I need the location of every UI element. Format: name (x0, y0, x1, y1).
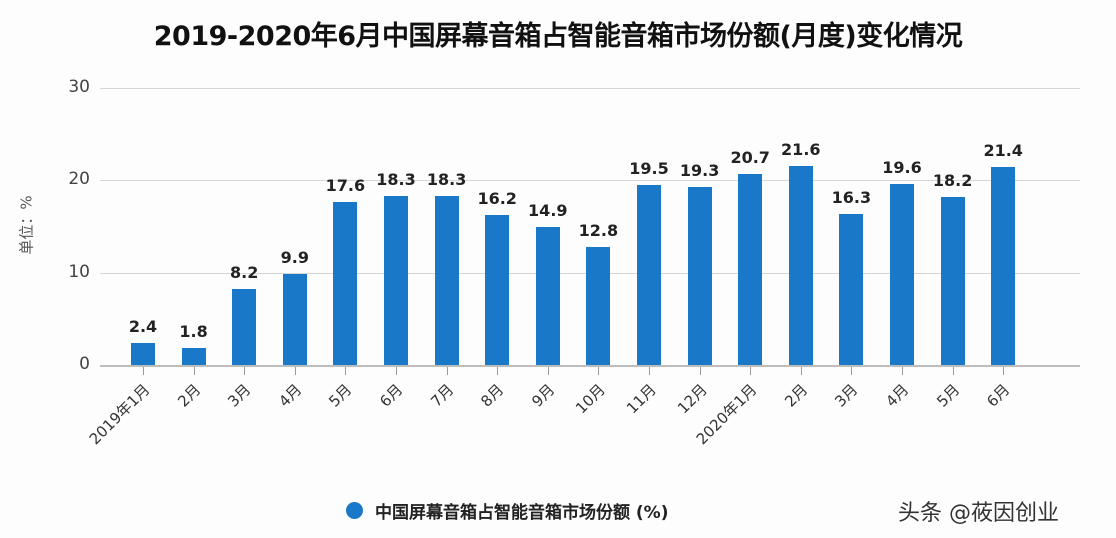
legend: 中国屏幕音箱占智能音箱市场份额 (%) (346, 498, 669, 523)
bar (991, 167, 1016, 365)
bar (485, 215, 510, 365)
x-tick (699, 367, 701, 375)
data-label: 2.4 (128, 316, 158, 336)
y-tick-label: 30 (68, 77, 90, 97)
x-tick-label: 2月 (173, 380, 204, 411)
x-tick-label: 6月 (983, 380, 1014, 411)
x-tick-label: 5月 (932, 380, 963, 411)
bar (384, 196, 408, 365)
bar (333, 202, 358, 365)
x-tick (750, 367, 752, 375)
x-tick-label: 11月 (622, 380, 660, 418)
x-tick-label: 8月 (477, 380, 508, 411)
x-tick (143, 367, 144, 375)
bar (434, 196, 459, 365)
chart-title: 2019-2020年6月中国屏幕音箱占智能音箱市场份额(月度)变化情况 (153, 21, 963, 52)
x-tick-label: 9月 (527, 380, 559, 411)
data-label: 16.3 (831, 188, 872, 208)
legend-label: 中国屏幕音箱占智能音箱市场份额 (%) (375, 503, 669, 523)
data-label: 20.7 (730, 147, 770, 167)
bar (181, 348, 206, 365)
x-tick-label: 5月 (325, 380, 356, 411)
gridline (100, 88, 1080, 89)
watermark: 头条 @莜因创业 (898, 501, 1059, 526)
x-tick-label: 12月 (673, 380, 711, 418)
data-label: 1.8 (179, 322, 208, 342)
data-label: 19.6 (882, 158, 922, 178)
data-label: 12.8 (578, 220, 619, 240)
x-tick-label: 4月 (274, 380, 306, 411)
x-tick-label: 2月 (780, 380, 812, 411)
x-tick-label: 7月 (426, 380, 457, 411)
x-tick-label: 10月 (572, 380, 610, 418)
bar (232, 289, 257, 365)
data-label: 18.2 (932, 170, 973, 190)
data-label: 14.9 (528, 201, 568, 221)
x-tick-label: 3月 (831, 380, 862, 411)
x-tick (902, 367, 903, 375)
x-tick (244, 367, 246, 375)
x-tick (649, 367, 650, 375)
x-tick (497, 367, 499, 375)
x-tick (345, 367, 347, 375)
bar (282, 273, 307, 365)
gridline (100, 180, 1080, 182)
bar (890, 184, 914, 365)
x-tick-label: 2019年1月 (85, 380, 154, 449)
x-tick-label: 4月 (882, 380, 913, 411)
data-label: 8.2 (230, 263, 259, 283)
bar (687, 186, 712, 365)
data-label: 18.3 (376, 170, 416, 190)
bar (940, 196, 965, 365)
x-tick (294, 367, 296, 375)
bar (738, 173, 763, 365)
x-axis-line (100, 365, 1080, 367)
data-label: 19.5 (629, 158, 669, 178)
bar (131, 342, 155, 365)
data-label: 17.6 (325, 176, 366, 196)
legend-marker-icon (346, 502, 363, 519)
x-tick (800, 367, 802, 375)
data-label: 9.9 (280, 247, 309, 267)
y-tick-label: 0 (79, 354, 90, 374)
bar (535, 227, 560, 365)
x-tick (396, 367, 397, 375)
y-tick-label: 20 (68, 169, 90, 190)
data-label: 21.4 (983, 141, 1023, 161)
x-tick (851, 367, 853, 375)
bar (788, 165, 813, 365)
data-label: 19.3 (679, 160, 720, 180)
data-label: 21.6 (781, 139, 821, 159)
x-tick-label: 6月 (376, 380, 407, 411)
y-axis-label: 单位：% (17, 195, 36, 255)
bar (839, 214, 864, 365)
x-tick (1003, 367, 1005, 375)
x-tick (193, 367, 195, 375)
data-label: 16.2 (477, 189, 517, 209)
x-tick (952, 367, 954, 375)
x-tick (598, 367, 600, 375)
x-tick-label: 3月 (224, 380, 255, 411)
data-label: 18.3 (426, 170, 467, 190)
x-tick (446, 367, 448, 375)
bar (637, 184, 661, 365)
x-tick (547, 367, 549, 375)
bar (586, 246, 611, 365)
y-tick-label: 10 (68, 261, 90, 282)
